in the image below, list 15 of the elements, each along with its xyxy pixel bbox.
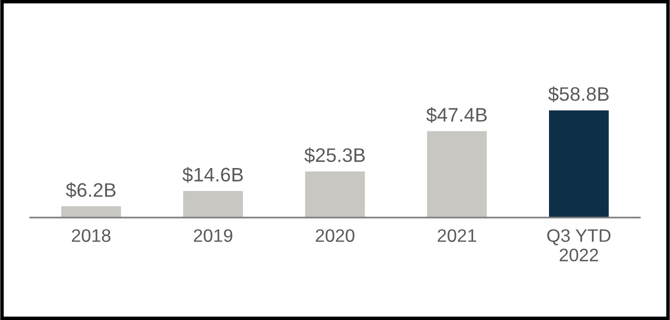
data-label: $25.3B xyxy=(304,147,365,164)
x-tick-label: 2021 xyxy=(438,229,476,242)
bar xyxy=(549,110,609,218)
bar xyxy=(61,206,121,218)
data-label: $14.6B xyxy=(182,166,243,183)
data-label: $47.4B xyxy=(426,107,487,123)
bar xyxy=(305,171,365,218)
data-label: $58.8B xyxy=(548,86,609,102)
bar xyxy=(183,190,243,218)
x-tick-label: 2018 xyxy=(72,229,110,242)
x-tick-label: 2020 xyxy=(316,229,354,242)
bar xyxy=(427,131,487,218)
x-tick-label: 2019 xyxy=(194,229,232,242)
data-label: $6.2B xyxy=(66,182,116,198)
x-tick-label: Q3 YTD 2022 xyxy=(547,229,610,262)
